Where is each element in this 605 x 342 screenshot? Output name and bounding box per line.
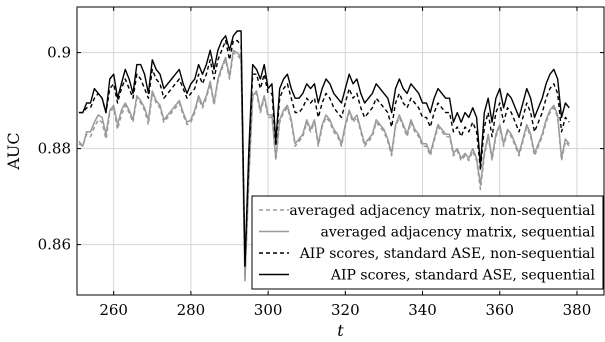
x-tick-label: 280 [177, 301, 206, 319]
tick-labels: 260 280 300 320 340 360 380 0.86 0.88 0.9 [38, 44, 592, 319]
series-line-4 [78, 30, 570, 267]
x-tick-label: 340 [408, 301, 437, 319]
x-tick-label: 380 [563, 301, 592, 319]
series-lines [78, 30, 570, 282]
y-tick-label: 0.86 [38, 236, 71, 254]
legend-box [251, 195, 604, 290]
series-line-2 [78, 49, 570, 282]
axis-ticks [77, 7, 604, 295]
legend-label-4: AIP scores, standard ASE, sequential [330, 268, 596, 284]
series-line-3 [78, 39, 570, 267]
series-line-1 [78, 51, 570, 282]
legend: averaged adjacency matrix, non-sequentia… [251, 195, 604, 290]
legend-label-3: AIP scores, standard ASE, non-sequential [299, 246, 596, 262]
x-tick-label: 260 [99, 301, 128, 319]
y-tick-label: 0.9 [47, 44, 71, 62]
x-tick-label: 360 [485, 301, 514, 319]
plot-frame [76, 6, 605, 296]
legend-label-2: averaged adjacency matrix, sequential [321, 225, 596, 241]
legend-label-1: averaged adjacency matrix, non-sequentia… [289, 203, 595, 219]
x-axis-label: t [337, 321, 344, 340]
y-tick-label: 0.88 [38, 140, 71, 158]
y-axis-label: AUC [4, 132, 23, 170]
x-tick-label: 300 [254, 301, 283, 319]
x-tick-label: 320 [331, 301, 360, 319]
